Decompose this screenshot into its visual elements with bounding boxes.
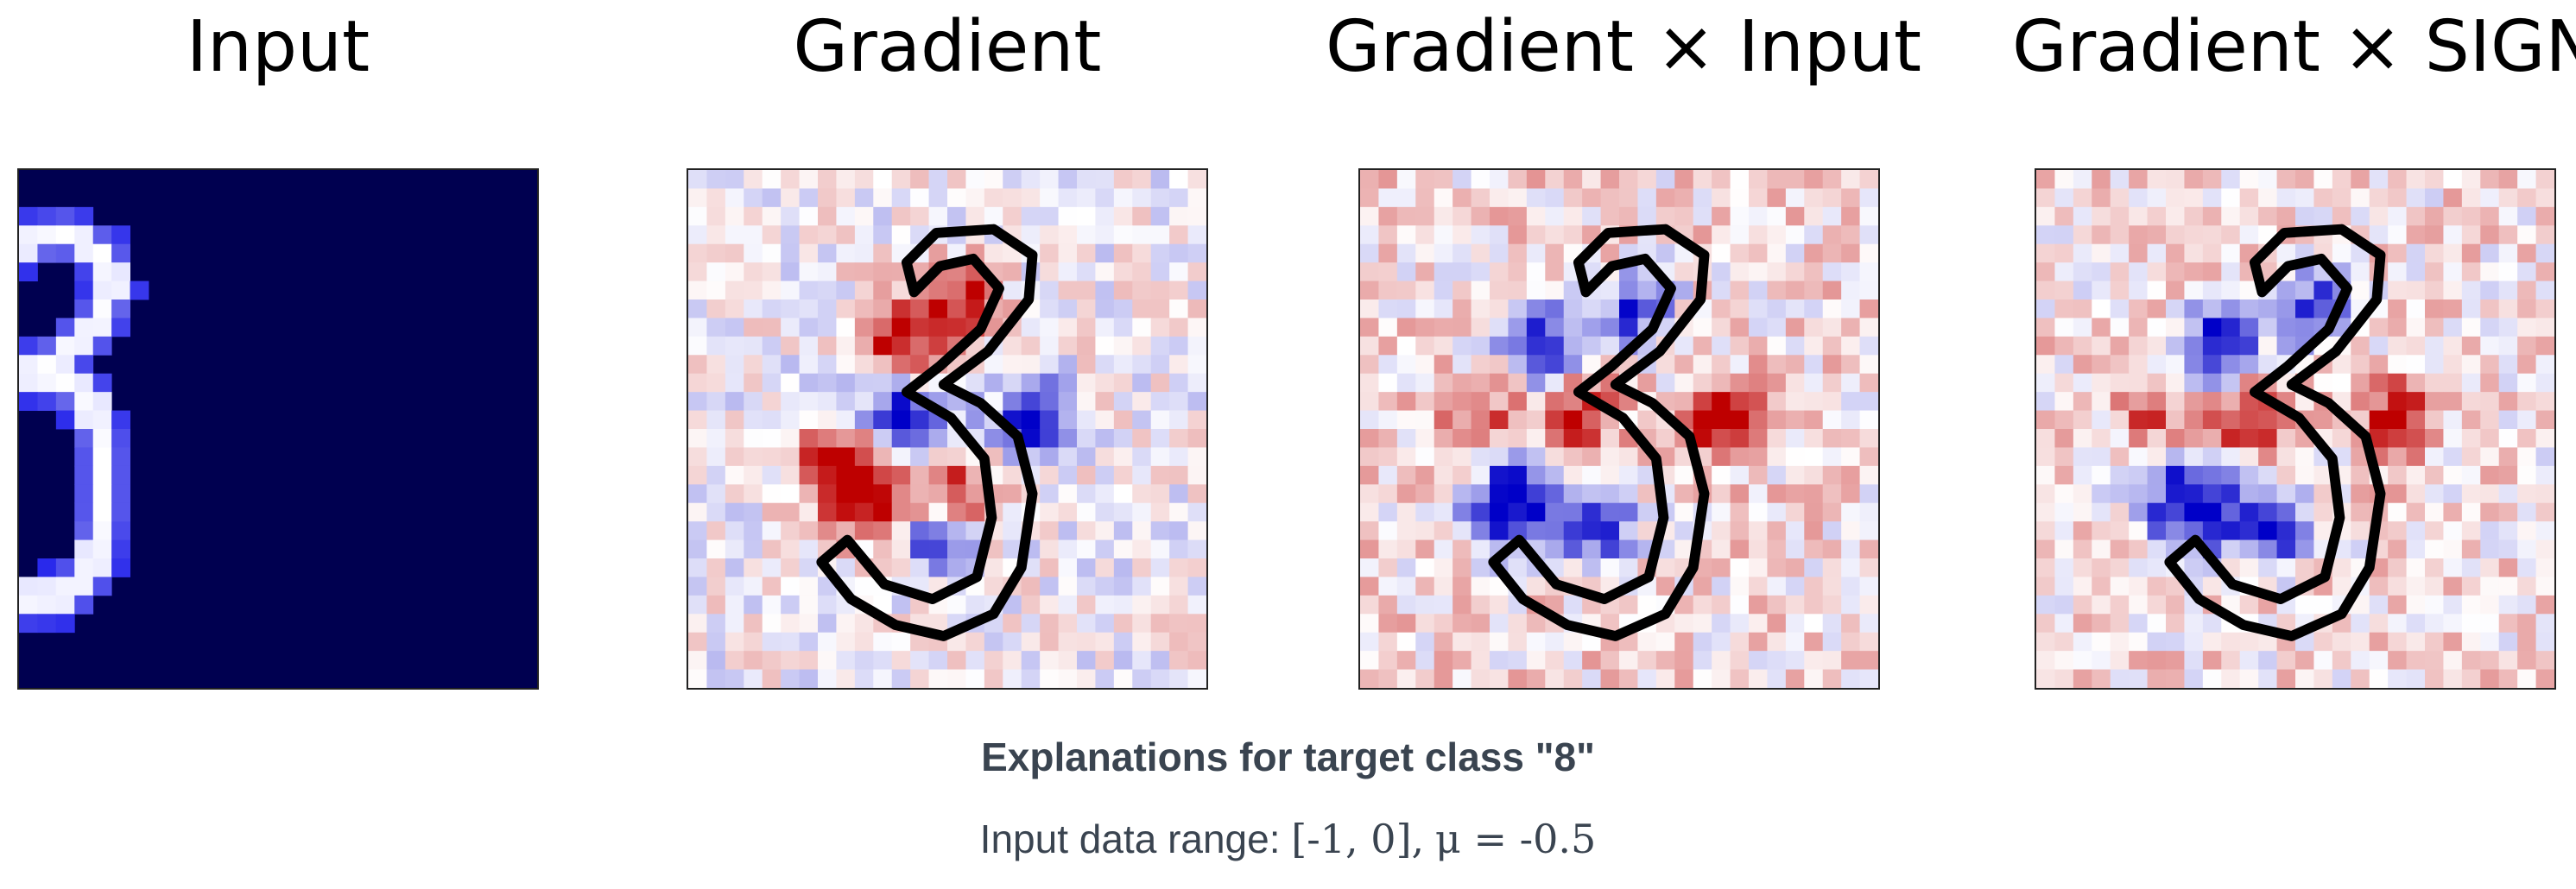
caption-subtitle-range: [-1, 0], [1291,816,1425,862]
caption-subtitle-mu: μ = -0.5 [1434,816,1597,862]
panel-title-gradient: Gradient [793,6,1102,88]
panel-title-gradient-x-sign: Gradient × SIGN [2012,6,2576,88]
caption-subtitle-text: Input data range: [979,816,1281,861]
digit-3-image [19,170,537,688]
gradient-x-sign-heatmap-panel [2035,168,2556,690]
gradient-x-input-heatmap [1360,170,1878,688]
gradient-heatmap-panel [687,168,1208,690]
gradient-x-sign-heatmap [2036,170,2554,688]
panel-title-input: Input [186,6,370,88]
gradient-heatmap [688,170,1206,688]
caption-title: Explanations for target class "8" [981,735,1595,779]
gradient-x-input-heatmap-panel [1358,168,1880,690]
input-image-panel [17,168,539,690]
panel-title-gradient-x-input: Gradient × Input [1325,6,1922,88]
caption-subtitle: Input data range: [-1, 0], μ = -0.5 [0,816,2576,862]
